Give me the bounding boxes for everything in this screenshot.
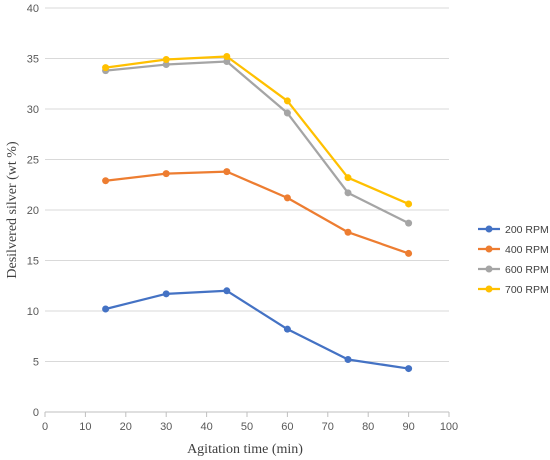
- data-point: [223, 58, 231, 66]
- legend: 200 RPM 400 RPM 600 RPM 700 RPM: [478, 224, 549, 296]
- y-tick-label: 20: [27, 205, 39, 217]
- legend-label: 700 RPM: [505, 284, 549, 296]
- data-point: [102, 64, 110, 72]
- y-tick-label: 5: [33, 357, 39, 369]
- legend-label: 200 RPM: [505, 224, 549, 236]
- series-200-rpm: [102, 287, 413, 373]
- x-axis-title: Agitation time (min): [187, 442, 303, 457]
- data-point: [102, 305, 110, 313]
- legend-item: 700 RPM: [478, 284, 549, 296]
- series-line: [105, 55, 410, 205]
- data-point: [405, 365, 413, 373]
- data-point: [344, 189, 352, 197]
- x-tick-label: 90: [402, 421, 414, 433]
- series-line: [105, 289, 409, 370]
- y-tick-label: 40: [27, 3, 39, 15]
- data-point: [405, 219, 413, 227]
- series-400-rpm: [102, 168, 413, 257]
- data-point: [162, 290, 170, 298]
- data-point: [405, 200, 413, 208]
- x-tick-label: 70: [322, 421, 334, 433]
- x-tick-label: 0: [42, 421, 48, 433]
- legend-label: 600 RPM: [505, 264, 549, 276]
- x-tick-label: 60: [281, 421, 293, 433]
- legend-item: 400 RPM: [478, 244, 549, 256]
- series-700-rpm: [102, 52, 413, 208]
- series-lines: [102, 52, 413, 373]
- x-tick-label: 30: [160, 421, 172, 433]
- data-point: [162, 61, 170, 69]
- y-tick-label: 0: [33, 407, 39, 419]
- x-tick-label: 100: [440, 421, 458, 433]
- data-point: [344, 355, 352, 363]
- data-point: [344, 228, 352, 236]
- legend-swatch-marker: [485, 265, 493, 273]
- series-line: [105, 60, 410, 225]
- gridlines: [45, 7, 449, 362]
- data-point: [405, 249, 413, 257]
- y-tick-label: 25: [27, 155, 39, 167]
- data-point: [223, 287, 231, 295]
- y-tick-label: 15: [27, 256, 39, 268]
- x-tick-label: 50: [241, 421, 253, 433]
- data-point: [162, 170, 170, 178]
- data-point: [344, 174, 352, 182]
- axes: [44, 411, 450, 417]
- series-600-rpm: [102, 58, 413, 227]
- y-tick-label: 35: [27, 54, 39, 66]
- legend-swatch-marker: [485, 225, 493, 233]
- data-point: [102, 177, 110, 185]
- y-axis-title: Desilvered silver (wt %): [5, 141, 20, 279]
- legend-item: 200 RPM: [478, 224, 549, 236]
- x-tick-label: 80: [362, 421, 374, 433]
- data-point: [223, 168, 231, 176]
- data-point: [283, 194, 291, 202]
- x-tick-label: 10: [79, 421, 91, 433]
- data-point: [162, 56, 170, 64]
- series-line: [105, 170, 409, 255]
- y-tick-label: 10: [27, 306, 39, 318]
- x-tick-label: 40: [200, 421, 212, 433]
- legend-item: 600 RPM: [478, 264, 549, 276]
- legend-swatch-marker: [485, 245, 493, 253]
- y-tick-label: 30: [27, 104, 39, 116]
- data-point: [283, 325, 291, 333]
- legend-swatch-marker: [485, 285, 493, 293]
- data-point: [283, 109, 291, 117]
- data-point: [283, 97, 291, 105]
- x-tick-label: 20: [120, 421, 132, 433]
- data-point: [223, 52, 231, 60]
- legend-label: 400 RPM: [505, 244, 549, 256]
- tick-labels: 0 5 10 15 20 25 30 35 40 0 10 20 30 40 50 60 70 80 90 100: [27, 3, 458, 433]
